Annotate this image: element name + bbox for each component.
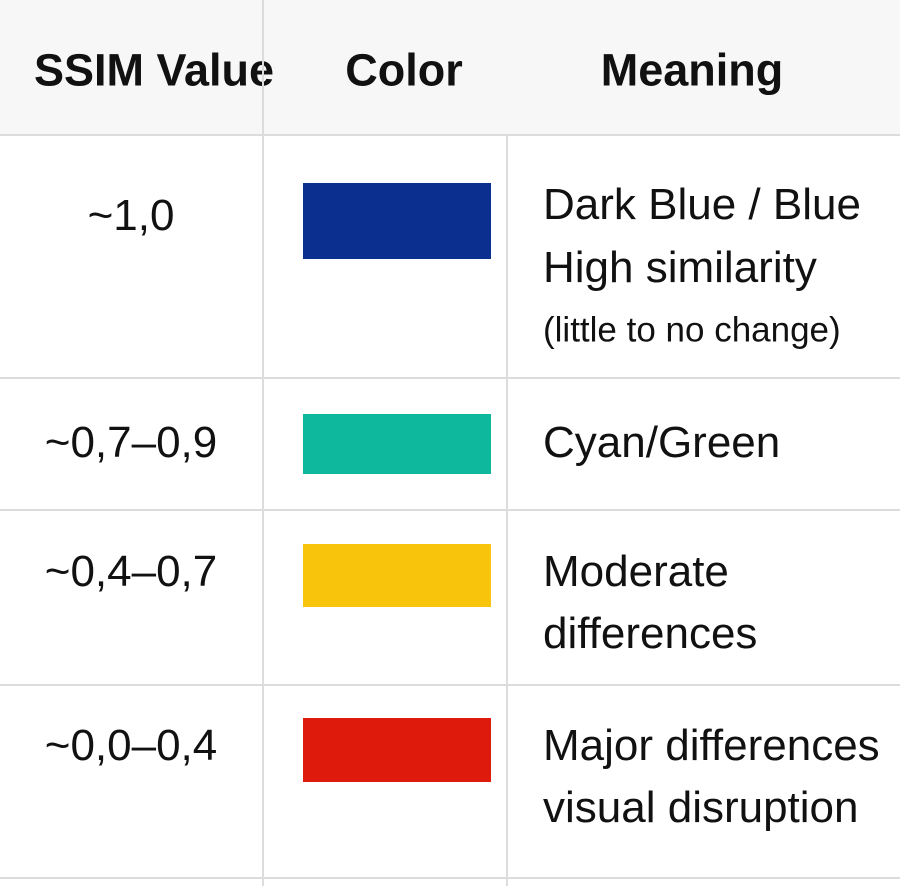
meaning-text: High similarity <box>543 243 817 292</box>
header-cell: Meaning <box>600 44 784 96</box>
color-swatch <box>303 718 491 782</box>
meaning-text: Cyan/Green <box>543 418 781 467</box>
row-border <box>0 509 900 511</box>
color-swatch <box>303 183 491 259</box>
meaning-text: Dark Blue / Blue <box>543 180 861 229</box>
meaning-text: (little to no change) <box>543 310 841 350</box>
header-row <box>0 0 900 135</box>
row-border <box>0 877 900 879</box>
meaning-text: Major differences <box>543 721 880 770</box>
header-cell: Color <box>345 44 463 96</box>
row-border <box>0 377 900 379</box>
meaning-text: visual disruption <box>543 783 859 832</box>
ssim-value: ~0,0–0,4 <box>44 721 218 770</box>
color-swatch <box>303 544 491 607</box>
row-border <box>0 134 900 136</box>
row-border <box>0 684 900 686</box>
column-border <box>262 0 264 886</box>
color-swatch <box>303 414 491 474</box>
meaning-text: Moderate <box>543 547 729 596</box>
header-cell: SSIM Value <box>33 44 275 96</box>
ssim-value: ~0,7–0,9 <box>44 418 218 467</box>
ssim-value: ~0,4–0,7 <box>44 547 218 596</box>
ssim-value: ~1,0 <box>87 191 175 240</box>
meaning-text: differences <box>543 609 758 658</box>
